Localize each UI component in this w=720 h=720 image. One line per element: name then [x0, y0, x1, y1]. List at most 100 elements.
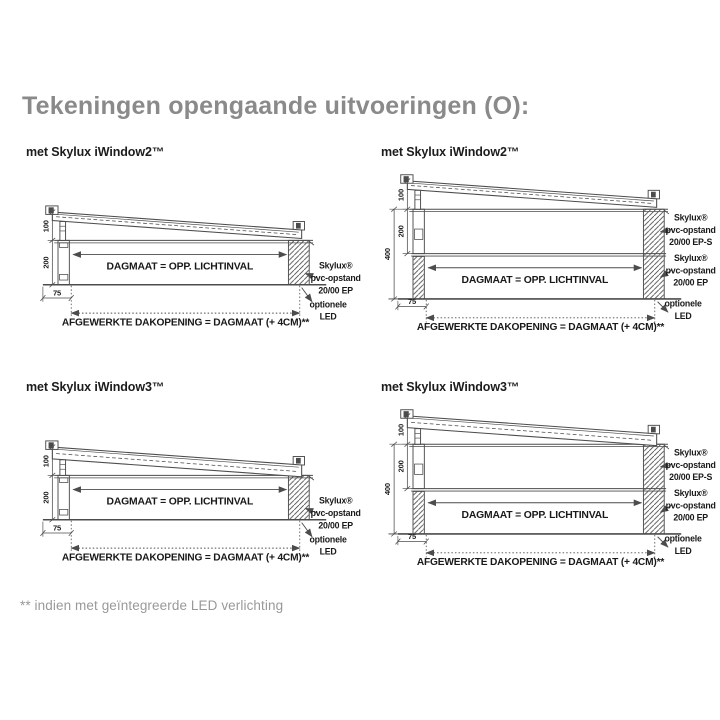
- pvc-upstand-right: [642, 443, 665, 535]
- section-iwindow2-double-upstand: met Skylux iWindow2™ 100 200 400 75 DAGMAAT …: [379, 145, 719, 338]
- callout-pvc-opstand-ep: [304, 507, 317, 514]
- optional-led-callout: [657, 536, 669, 548]
- callout-pvc-opstand-ep-line: 20/00 EP: [673, 278, 708, 288]
- callout-pvc-opstand-ep-s: [659, 461, 672, 469]
- led-label-line2: LED: [675, 311, 692, 321]
- hinge-left: [45, 205, 59, 215]
- callout-pvc-opstand-ep-line: Skylux®: [319, 495, 353, 505]
- drawing-heading: met Skylux iWindow2™: [26, 145, 165, 159]
- pvc-upstand-right: [287, 474, 310, 520]
- callout-pvc-opstand-ep: [659, 269, 673, 278]
- led-label-line2: LED: [320, 546, 337, 556]
- technical-drawing-iwindow2-single-upstand: 100 200 75 DAGMAAT = OPP. LICHTINVAL AFGEWER…: [40, 205, 361, 328]
- dim-200-label: 200: [41, 257, 50, 269]
- callout-pvc-opstand-ep-line: Skylux®: [674, 253, 708, 263]
- callout-pvc-opstand-ep-s-line: pvc-opstand: [666, 225, 716, 235]
- callout-pvc-opstand-ep-line: Skylux®: [319, 261, 353, 271]
- dim-200-label: 200: [396, 460, 405, 472]
- upstand-frame-line: [54, 239, 313, 244]
- section-iwindow3-single-upstand: met Skylux iWindow3™ 100 200 75 DAGMAAT = O…: [24, 380, 364, 573]
- callout-pvc-opstand-ep-line: pvc-opstand: [666, 265, 716, 275]
- section-iwindow2-single-upstand: met Skylux iWindow2™ 100 200 75 DAGMAAT = O…: [24, 145, 364, 338]
- dimension-75: [42, 521, 72, 537]
- led-label-line1: optionele: [664, 533, 702, 543]
- drawings-grid: met Skylux iWindow2™ 100 200 75 DAGMAAT = O…: [24, 145, 716, 573]
- dim-200-label: 200: [41, 491, 50, 503]
- dakopening-dimension: [70, 520, 301, 553]
- dimension-75: [42, 286, 72, 302]
- dim-75-label: 75: [408, 297, 416, 306]
- dagmaat-label: DAGMAAT = OPP. LICHTINVAL: [462, 510, 609, 521]
- callout-pvc-opstand-ep-s-line: pvc-opstand: [666, 459, 716, 469]
- pvc-upstand-right: [642, 208, 665, 300]
- callout-pvc-opstand-ep-s-line: 20/00 EP-S: [669, 472, 712, 482]
- upstand-frame-line: [409, 208, 668, 257]
- optional-led-callout: [657, 301, 669, 313]
- dakopening-label: AFGEWERKTE DAKOPENING = DAGMAAT (+ 4CM)*…: [417, 322, 665, 333]
- upstand-frame-line: [54, 474, 313, 478]
- pvc-upstand-left: [57, 239, 70, 286]
- led-label-line1: optionele: [664, 298, 702, 308]
- callout-pvc-opstand-ep-line: 20/00 EP: [318, 285, 353, 295]
- led-label-line2: LED: [320, 312, 337, 322]
- footnote: ** indien met geïntegreerde LED verlicht…: [20, 598, 284, 614]
- optional-led-callout: [301, 287, 313, 303]
- drawing-heading: met Skylux iWindow3™: [381, 379, 520, 394]
- dimension-400: [389, 443, 408, 534]
- window-sash: [406, 414, 658, 446]
- drawing-heading: met Skylux iWindow3™: [26, 379, 165, 394]
- led-label-line1: optionele: [309, 534, 347, 544]
- led-label-line2: LED: [675, 545, 692, 555]
- dim-100-label: 100: [396, 424, 405, 436]
- callout-pvc-opstand-ep: [659, 504, 673, 513]
- dagmaat-label: DAGMAAT = OPP. LICHTINVAL: [107, 496, 254, 507]
- opening-spindle: [59, 458, 67, 476]
- callout-pvc-opstand-ep-line: 20/00 EP: [673, 512, 708, 522]
- dagmaat-label: DAGMAAT = OPP. LICHTINVAL: [107, 262, 254, 273]
- window-sash: [51, 446, 303, 478]
- pvc-upstand-right: [287, 239, 310, 286]
- pvc-upstand-left: [57, 474, 70, 520]
- pvc-upstand-left: [412, 208, 425, 300]
- optional-led-callout: [301, 521, 313, 537]
- dim-100-label: 100: [41, 220, 50, 232]
- technical-drawing-iwindow3-double-upstand: 100 200 400 75 DAGMAAT = OPP. LICHTINVAL AFGE…: [383, 408, 716, 568]
- dakopening-dimension: [425, 534, 656, 558]
- page-title: Tekeningen opengaande uitvoeringen (O):: [22, 92, 530, 120]
- window-sash: [406, 180, 658, 208]
- callout-pvc-opstand-ep: [304, 272, 317, 280]
- technical-drawing-iwindow2-double-upstand: 100 200 400 75 DAGMAAT = OPP. LICHTINVAL AFGE…: [383, 174, 716, 333]
- dimension-100: [47, 446, 55, 476]
- opening-spindle: [59, 221, 67, 241]
- dim-100-label: 100: [396, 189, 405, 201]
- callout-pvc-opstand-ep-line: pvc-opstand: [311, 273, 361, 283]
- dim-100-label: 100: [41, 455, 50, 467]
- dim-400-label: 400: [383, 248, 392, 260]
- dimension-400: [389, 208, 408, 299]
- technical-drawing-iwindow3-single-upstand: 100 200 75 DAGMAAT = OPP. LICHTINVAL AFGEWER…: [40, 440, 361, 563]
- dimension-75: [397, 535, 427, 545]
- dimension-100: [47, 212, 55, 241]
- hinge-left: [45, 440, 59, 450]
- hinge-left: [400, 174, 414, 184]
- opening-spindle: [414, 189, 422, 210]
- dakopening-label: AFGEWERKTE DAKOPENING = DAGMAAT (+ 4CM)*…: [62, 552, 310, 563]
- window-sash: [51, 211, 303, 240]
- callout-pvc-opstand-ep-s-line: 20/00 EP-S: [669, 237, 712, 247]
- dim-200-label: 200: [396, 225, 405, 237]
- dakopening-dimension: [70, 285, 301, 318]
- callout-pvc-opstand-ep-line: 20/00 EP: [318, 520, 353, 530]
- callout-pvc-opstand-ep-s-line: Skylux®: [674, 447, 708, 457]
- dim-400-label: 400: [383, 483, 392, 495]
- opening-spindle: [414, 427, 422, 445]
- dim-75-label: 75: [53, 523, 61, 532]
- led-label-line1: optionele: [309, 299, 347, 309]
- callout-pvc-opstand-ep-s: [659, 227, 672, 234]
- dakopening-label: AFGEWERKTE DAKOPENING = DAGMAAT (+ 4CM)*…: [62, 317, 310, 328]
- pvc-upstand-left: [412, 443, 425, 535]
- dakopening-label: AFGEWERKTE DAKOPENING = DAGMAAT (+ 4CM)*…: [417, 557, 665, 568]
- upstand-frame-line: [409, 443, 668, 492]
- section-iwindow3-double-upstand: met Skylux iWindow3™ 100 200 400 75 DAGMAAT …: [379, 380, 719, 573]
- dimension-75: [397, 300, 427, 311]
